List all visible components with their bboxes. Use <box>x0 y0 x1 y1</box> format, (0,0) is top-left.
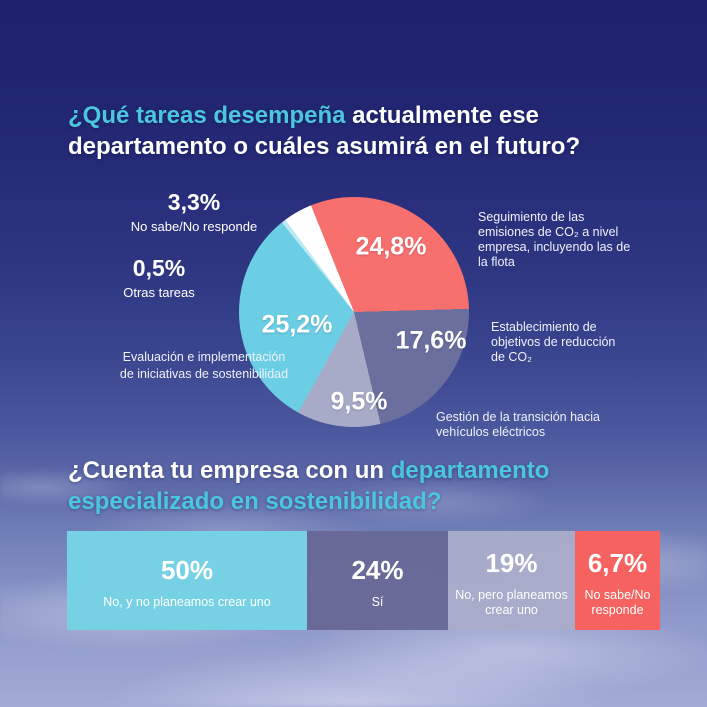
bar-segment-value: 50% <box>160 555 214 585</box>
callout-no-sabe-label: No sabe/No responde <box>130 219 258 234</box>
callout-no-sabe: 3,3% No sabe/No responde <box>84 189 304 235</box>
bar-segment-label: Sí <box>371 595 384 609</box>
bar-chart-title: ¿Cuenta tu empresa con un departamento e… <box>68 455 668 517</box>
pie-chart <box>239 197 469 427</box>
bar-segment-no-sabe: 6,7% No sabe/No responde <box>575 531 660 630</box>
pie-slice-label-seguimiento: 24,8% <box>355 232 427 261</box>
pie-slice-label-evaluacion: 25,2% <box>261 310 333 339</box>
pie-slice-label-gestion: 9,5% <box>330 387 388 416</box>
bar-segment-value: 6,7% <box>587 547 648 578</box>
title2-part1: ¿Cuenta tu empresa con un <box>68 457 385 484</box>
pie-legend-establecimiento: Establecimiento de objetivos de reducció… <box>491 320 616 364</box>
bar-segment-no-sin-planes: 50% No, y no planeamos crear uno <box>67 531 307 630</box>
title2-highlight: departamento especializado en sostenibil… <box>68 457 550 515</box>
pie-legend-seguimiento: Seguimiento de las emisiones de CO₂ a ni… <box>478 210 631 269</box>
pie-legend-gestion: Gestión de la transición hacia vehículos… <box>436 410 600 439</box>
bar-chart: 50% No, y no planeamos crear uno 24% Sí … <box>67 531 660 630</box>
bar-segment-value: 24% <box>351 555 404 585</box>
callout-otras-tareas-value: 0,5% <box>132 255 186 281</box>
callout-no-sabe-value: 3,3% <box>167 189 221 215</box>
bar-segment-si: 24% Sí <box>306 531 448 630</box>
bar-segment-no-con-planes: 19% No, pero planeamos crear uno <box>447 531 575 630</box>
bar-segment-value: 19% <box>485 547 538 578</box>
pie-chart-title: ¿Qué tareas desempeña actualmente ese de… <box>68 100 668 162</box>
bar-segment-label: No, y no planeamos crear uno <box>103 595 271 609</box>
title1-highlight: ¿Qué tareas desempeña <box>68 102 346 129</box>
bar-segment-label: No, pero planeamos crear uno <box>455 587 568 617</box>
title1-rest: actualmente ese departamento o cuáles as… <box>68 102 581 160</box>
bar-segment-label: No sabe/No responde <box>584 587 651 617</box>
callout-otras-tareas-label: Otras tareas <box>123 285 195 300</box>
callout-otras-tareas: 0,5% Otras tareas <box>49 255 269 301</box>
pie-slice-label-establecimiento: 17,6% <box>395 326 467 355</box>
pie-legend-evaluacion: Evaluación e implementación de iniciativ… <box>119 350 289 381</box>
